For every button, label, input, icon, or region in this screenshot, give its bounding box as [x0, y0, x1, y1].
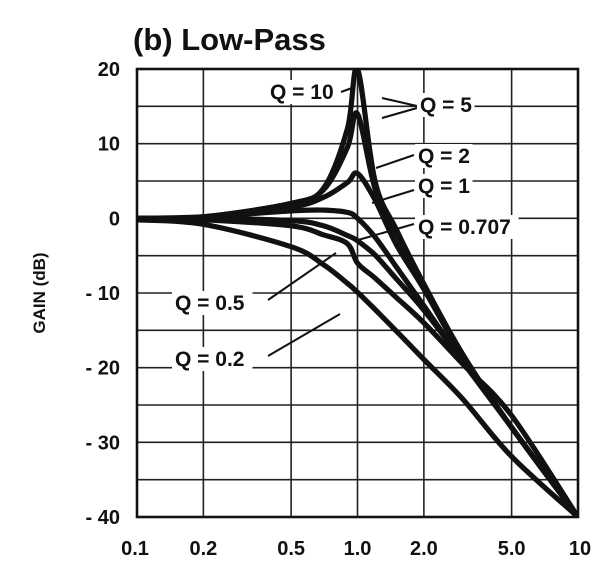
label-background: [172, 291, 253, 315]
y-tick-label: - 30: [86, 432, 120, 454]
leader-line: [375, 154, 415, 169]
y-tick-label: 10: [98, 134, 120, 156]
series-label-q-0-5: Q = 0.5: [175, 292, 245, 315]
y-tick-label: 20: [98, 59, 120, 81]
x-tick-label: 1.0: [344, 538, 372, 560]
series-label-q-5: Q = 5: [420, 94, 472, 117]
y-tick-label: - 20: [86, 358, 120, 380]
x-tick-label: 10: [569, 538, 591, 560]
series-label-q-10: Q = 10: [270, 81, 334, 104]
leader-line: [267, 313, 341, 357]
leader-line: [267, 252, 337, 301]
series-labels: Q = 0.2 Q = 0.5 Q = 0.707 Q = 1 Q = 2 Q = 5 Q …: [172, 80, 519, 371]
y-axis-tick-labels: 20 10 0 - 10 - 20 - 30 - 40: [86, 59, 120, 529]
x-tick-label: 2.0: [410, 538, 438, 560]
curve-q-0-2: [137, 217, 578, 517]
y-tick-label: - 10: [86, 283, 120, 305]
leader-line: [340, 87, 353, 93]
curve-q-10: [137, 69, 578, 517]
label-background: [415, 144, 473, 168]
x-tick-label: 0.2: [189, 538, 217, 560]
label-background: [415, 215, 519, 239]
y-tick-label: 0: [109, 208, 120, 230]
label-background: [172, 347, 253, 371]
curves: [137, 69, 578, 517]
leader-line: [357, 223, 415, 241]
chart-title: (b) Low-Pass: [133, 22, 326, 57]
label-background: [417, 93, 475, 117]
series-label-q-1: Q = 1: [418, 175, 470, 198]
label-background: [415, 174, 473, 198]
x-tick-label: 0.5: [277, 538, 305, 560]
leader-line: [371, 189, 415, 204]
label-background: [267, 80, 336, 104]
series-label-q-0-2: Q = 0.2: [175, 348, 244, 371]
y-axis-label: GAIN (dB): [30, 252, 49, 333]
leader-line: [381, 97, 418, 107]
series-label-q-0-707: Q = 0.707: [418, 216, 511, 239]
x-tick-label: 0.1: [121, 538, 149, 560]
series-label-q-2: Q = 2: [418, 145, 470, 168]
y-tick-label: - 40: [86, 507, 120, 529]
leader-line: [381, 107, 418, 119]
x-tick-label: 5.0: [498, 538, 526, 560]
x-axis-tick-labels: 0.1 0.2 0.5 1.0 2.0 5.0 10: [121, 538, 591, 560]
